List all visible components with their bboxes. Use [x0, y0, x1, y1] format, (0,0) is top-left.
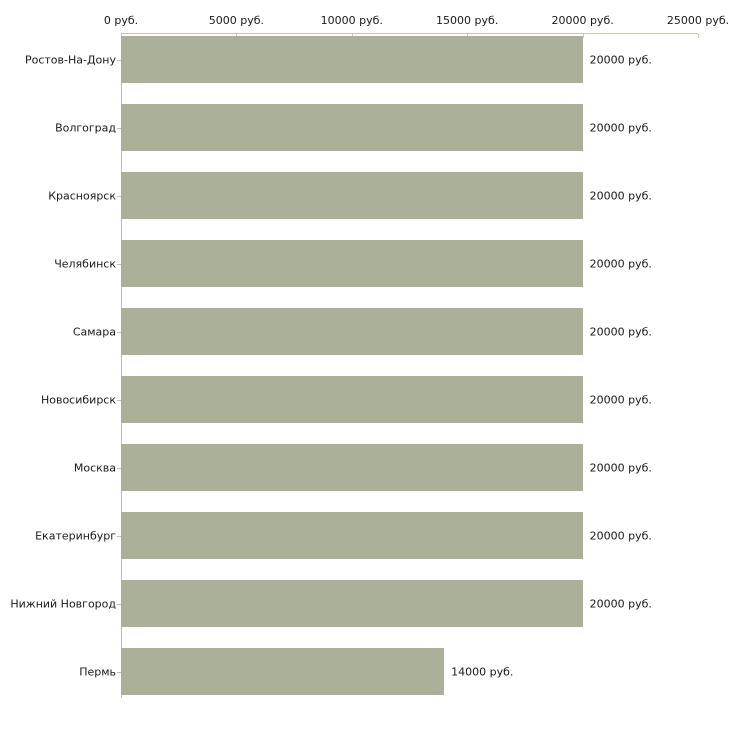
category-label: Нижний Новгород	[10, 597, 116, 610]
y-tick-mark	[117, 196, 121, 197]
y-tick-mark	[117, 672, 121, 673]
y-tick-mark	[117, 60, 121, 61]
bar-6	[121, 376, 583, 423]
category-label: Пермь	[79, 665, 116, 678]
value-label: 20000 руб.	[589, 597, 652, 610]
x-tick-label: 25000 руб.	[666, 14, 730, 27]
category-label: Екатеринбург	[35, 529, 116, 542]
category-label: Волгоград	[55, 121, 116, 134]
y-tick-mark	[117, 332, 121, 333]
x-axis-line	[121, 33, 698, 34]
value-label: 20000 руб.	[589, 461, 652, 474]
value-label: 20000 руб.	[589, 325, 652, 338]
category-label: Челябинск	[54, 257, 116, 270]
bar-10	[121, 648, 445, 695]
bar-4	[121, 240, 583, 287]
value-label: 20000 руб.	[589, 529, 652, 542]
x-tick-label: 20000 руб.	[551, 14, 614, 27]
bar-9	[121, 580, 583, 627]
y-tick-mark	[117, 128, 121, 129]
x-tick-mark	[698, 34, 699, 38]
y-tick-mark	[117, 604, 121, 605]
bar-2	[121, 104, 583, 151]
x-tick-label: 5000 руб.	[208, 14, 265, 27]
value-label: 20000 руб.	[589, 121, 652, 134]
x-tick-label: 15000 руб.	[436, 14, 499, 27]
value-label: 20000 руб.	[589, 393, 652, 406]
value-label: 20000 руб.	[589, 257, 652, 270]
bar-7	[121, 444, 583, 491]
category-label: Самара	[72, 325, 116, 338]
value-label: 14000 руб.	[451, 665, 514, 678]
category-label: Ростов-На-Дону	[24, 53, 116, 66]
value-label: 20000 руб.	[589, 189, 652, 202]
bar-8	[121, 512, 583, 559]
x-tick-mark	[582, 34, 584, 38]
y-tick-mark	[117, 264, 121, 265]
bar-3	[121, 172, 583, 219]
x-tick-label: 10000 руб.	[320, 14, 383, 27]
x-tick-label: 0 руб.	[103, 14, 139, 27]
y-axis-line	[121, 33, 122, 698]
category-label: Новосибирск	[40, 393, 116, 406]
value-label: 20000 руб.	[589, 53, 652, 66]
y-tick-mark	[117, 468, 121, 469]
bar-5	[121, 308, 583, 355]
bar-1	[121, 36, 583, 83]
y-tick-mark	[117, 536, 121, 537]
y-tick-mark	[117, 400, 121, 401]
category-label: Красноярск	[48, 189, 116, 202]
category-label: Москва	[73, 461, 116, 474]
